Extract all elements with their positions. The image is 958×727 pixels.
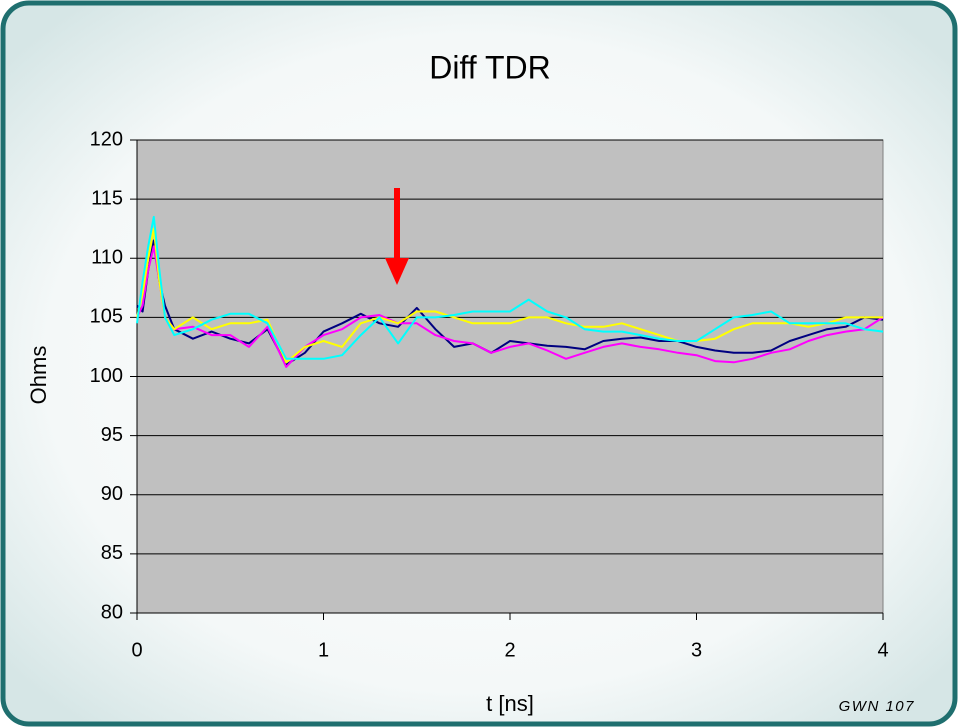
red-arrow <box>385 188 409 285</box>
plot-area: 80 85 90 95 100 105 110 115 120 0 1 2 3 4 <box>90 128 889 661</box>
y-tick-label: 115 <box>91 187 123 209</box>
y-tick-label: 105 <box>90 306 123 328</box>
x-tick-label: 3 <box>691 639 702 661</box>
y-tick-label: 120 <box>90 128 123 150</box>
series-line <box>136 227 883 364</box>
x-tick-label: 1 <box>318 639 329 661</box>
chart-title: Diff TDR <box>429 49 551 85</box>
y-tick-label: 80 <box>101 601 123 623</box>
y-tick-label: 85 <box>101 542 123 564</box>
series-line <box>136 215 884 360</box>
y-tick-label: 100 <box>90 365 123 387</box>
series-line <box>136 245 884 368</box>
x-tick-label: 4 <box>877 639 888 661</box>
x-tick-label: 2 <box>504 639 515 661</box>
x-axis-label: t [ns] <box>486 691 534 716</box>
y-tick-label: 90 <box>101 483 123 505</box>
y-tick-label: 110 <box>91 247 123 269</box>
y-tick-label: 95 <box>101 424 123 446</box>
x-tick-label: 0 <box>131 639 142 661</box>
y-axis-label: Ohms <box>26 346 51 405</box>
annotation: GWN 107 <box>839 698 915 715</box>
